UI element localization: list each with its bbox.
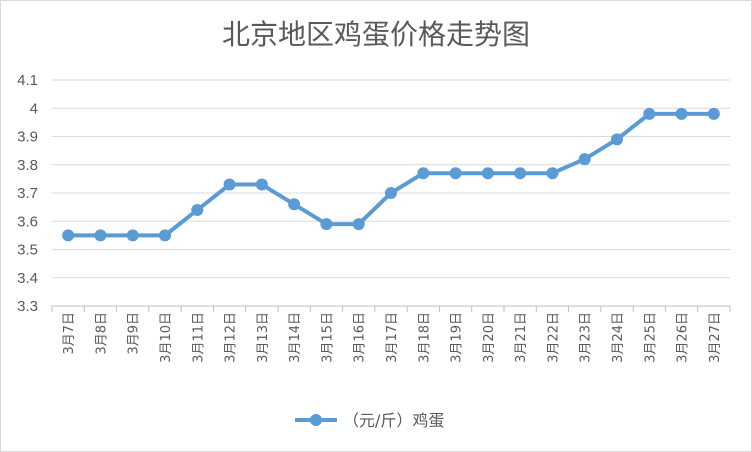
y-axis-ticks: 3.3 3.4 3.5 3.6 3.7 3.8 3.9 4 4.1 bbox=[17, 72, 38, 315]
x-tick-label: 3月22日 bbox=[546, 312, 561, 363]
x-tick-label: 3月27日 bbox=[708, 312, 723, 363]
y-tick-label: 4.1 bbox=[17, 72, 38, 89]
data-point bbox=[94, 229, 107, 242]
y-tick-label: 3.7 bbox=[17, 185, 38, 202]
x-tick-label: 3月18日 bbox=[417, 312, 432, 363]
x-tick-label: 3月14日 bbox=[288, 312, 303, 363]
series-group bbox=[62, 107, 720, 242]
data-point bbox=[707, 107, 720, 120]
legend-marker-swatch bbox=[310, 414, 322, 426]
series-line bbox=[68, 111, 714, 238]
x-tick-label: 3月19日 bbox=[450, 312, 465, 363]
x-tick-label: 3月26日 bbox=[676, 312, 691, 363]
legend-label: （元/斤）鸡蛋 bbox=[343, 411, 444, 430]
y-tick-label: 3.5 bbox=[17, 242, 38, 259]
x-tick-label: 3月13日 bbox=[256, 312, 271, 363]
y-tick-label: 3.9 bbox=[17, 129, 38, 146]
x-tick-label: 3月17日 bbox=[385, 312, 400, 363]
x-tick-label: 3月9日 bbox=[127, 312, 142, 355]
x-tick-label: 3月23日 bbox=[579, 312, 594, 363]
chart-title: 北京地区鸡蛋价格走势图 bbox=[222, 18, 530, 51]
data-point bbox=[223, 178, 236, 191]
data-point bbox=[546, 167, 559, 180]
y-tick-label: 3.3 bbox=[17, 298, 38, 315]
x-tick-label: 3月20日 bbox=[482, 312, 497, 363]
x-tick-label: 3月15日 bbox=[320, 312, 335, 363]
x-tick-label: 3月7日 bbox=[62, 312, 77, 355]
data-point bbox=[449, 167, 462, 180]
x-tick-label: 3月12日 bbox=[224, 312, 239, 363]
data-point bbox=[62, 229, 75, 242]
data-point bbox=[385, 187, 397, 199]
y-tick-label: 3.6 bbox=[17, 213, 38, 230]
y-tick-label: 3.8 bbox=[17, 157, 38, 174]
data-point bbox=[255, 178, 268, 191]
data-point bbox=[514, 167, 527, 180]
data-point bbox=[288, 198, 301, 211]
x-tick-label: 3月24日 bbox=[611, 312, 626, 363]
y-tick-label: 3.4 bbox=[17, 270, 38, 287]
x-tick-label: 3月25日 bbox=[643, 312, 658, 363]
data-point bbox=[643, 107, 656, 120]
data-point bbox=[578, 153, 591, 166]
legend: （元/斤）鸡蛋 bbox=[295, 411, 444, 430]
x-tick-label: 3月8日 bbox=[94, 312, 109, 355]
data-point bbox=[320, 218, 333, 231]
x-tick-label: 3月16日 bbox=[353, 312, 368, 363]
data-point bbox=[481, 167, 494, 180]
data-point bbox=[417, 167, 430, 180]
data-point bbox=[675, 107, 688, 120]
y-tick-label: 4 bbox=[30, 100, 38, 117]
x-axis: 3月7日 3月8日 3月9日 3月10日 3月11日 3月12日 3月13日 3月14日 3月1… bbox=[51, 306, 731, 363]
x-tick-label: 3月21日 bbox=[514, 312, 529, 363]
data-point bbox=[126, 229, 139, 242]
data-point bbox=[611, 133, 623, 146]
data-point bbox=[191, 203, 204, 216]
x-tick-label: 3月10日 bbox=[159, 312, 174, 363]
data-point bbox=[159, 229, 171, 242]
data-point bbox=[352, 218, 365, 231]
x-tick-label: 3月11日 bbox=[191, 312, 206, 363]
